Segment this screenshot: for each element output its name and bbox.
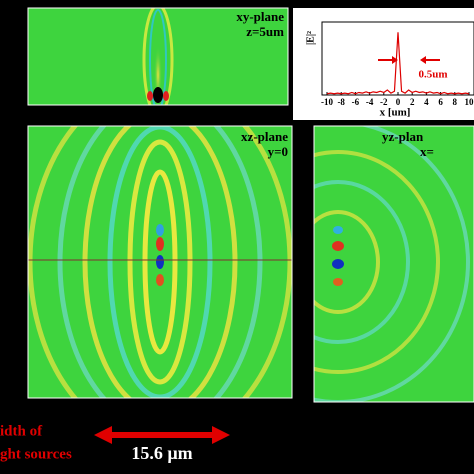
x-tick-label: -6 xyxy=(352,97,360,107)
plot-background xyxy=(293,8,474,120)
x-tick-label: -8 xyxy=(337,97,345,107)
width-value: 15.6 µm xyxy=(131,443,192,463)
x-tick-label: -4 xyxy=(366,97,374,107)
x-tick-label: 4 xyxy=(424,97,429,107)
data-line xyxy=(326,32,470,95)
x-tick-label: 10 xyxy=(465,97,474,107)
yz-heatmap xyxy=(314,126,474,402)
panel-sublabel: z=5um xyxy=(246,24,284,39)
xy-heatmap xyxy=(28,8,288,105)
x-axis-label: x [um] xyxy=(380,107,411,119)
y-axis-label: |E|² xyxy=(305,31,316,45)
x-tick-label: 8 xyxy=(453,97,458,107)
x-tick-label: 2 xyxy=(410,97,415,107)
annotation: 0.5um xyxy=(418,69,447,81)
x-tick-label: 6 xyxy=(438,97,443,107)
panel-sublabel: x= xyxy=(420,144,434,159)
panel-label: xz-plane xyxy=(241,129,288,144)
x-tick-label: -2 xyxy=(380,97,388,107)
annotation-arrows xyxy=(378,56,440,64)
width-label: idth of xyxy=(0,423,43,439)
panel-sublabel: y=0 xyxy=(268,144,288,159)
panel-label: yz-plan xyxy=(382,129,424,144)
x-tick-label: 0 xyxy=(396,97,401,107)
width-label: ght sources xyxy=(0,446,72,462)
panel-label: xy-plane xyxy=(236,9,284,24)
x-tick-label: -10 xyxy=(321,97,333,107)
xz-heatmap xyxy=(28,126,292,398)
width-arrow xyxy=(94,426,230,444)
